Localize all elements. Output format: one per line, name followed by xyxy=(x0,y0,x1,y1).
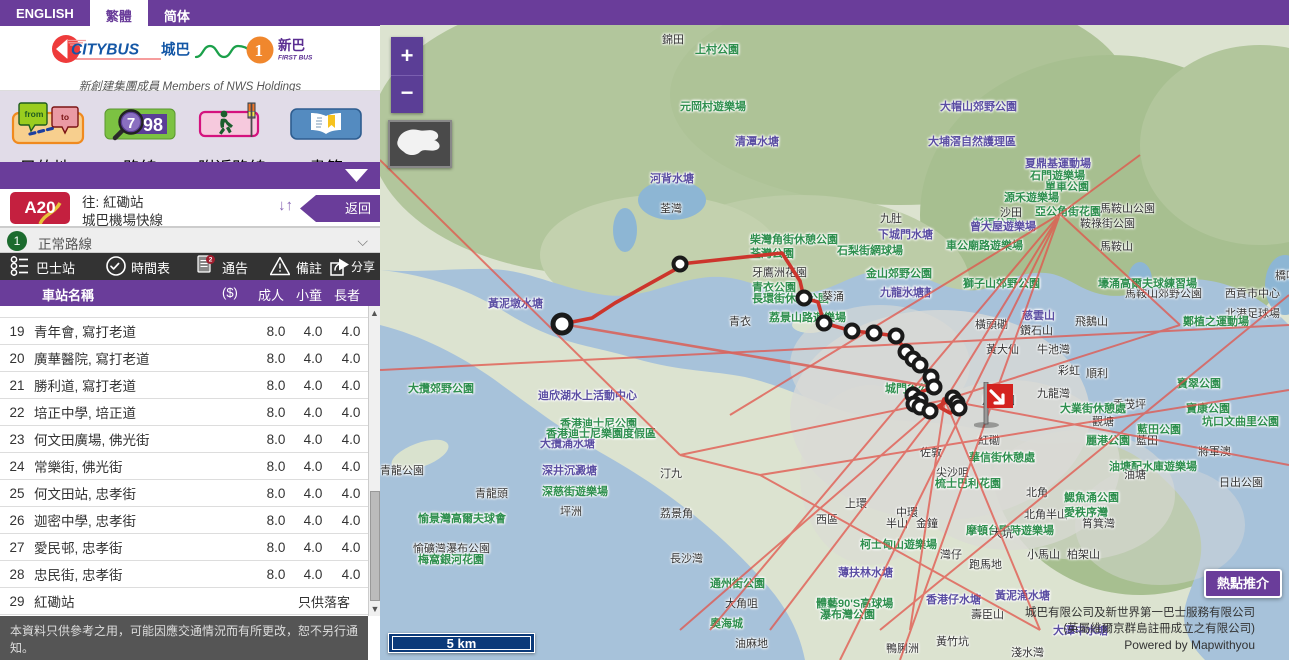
svg-text:CITYBUS: CITYBUS xyxy=(71,42,140,59)
svg-text:FIRST BUS: FIRST BUS xyxy=(278,55,313,62)
svg-text:1: 1 xyxy=(255,41,264,60)
svg-text:返回: 返回 xyxy=(345,201,371,216)
svg-text:7: 7 xyxy=(127,115,135,132)
svg-text:98: 98 xyxy=(143,115,163,135)
svg-text:城巴: 城巴 xyxy=(161,41,190,59)
svg-text:2: 2 xyxy=(209,257,213,264)
svg-text:新巴: 新巴 xyxy=(278,37,305,53)
svg-text:to: to xyxy=(61,112,69,122)
svg-text:from: from xyxy=(25,109,44,119)
